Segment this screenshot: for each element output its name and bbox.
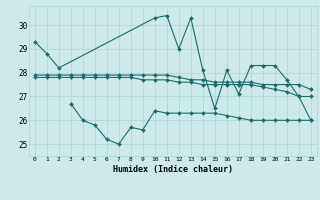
X-axis label: Humidex (Indice chaleur): Humidex (Indice chaleur): [113, 165, 233, 174]
